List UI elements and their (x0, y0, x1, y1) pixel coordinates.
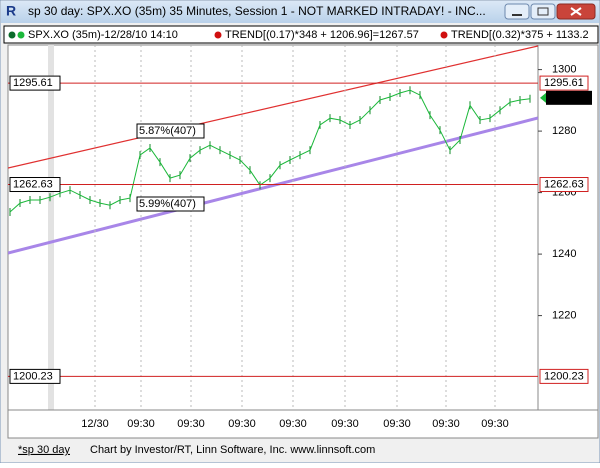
y-tick-label: 1280 (552, 125, 576, 137)
x-tick-label: 09:30 (228, 418, 256, 430)
last-pointer (540, 92, 546, 103)
session-band (48, 45, 54, 410)
app-icon: R (6, 3, 16, 19)
level-tag (539, 75, 589, 91)
level-tag-label: 1200.23 (544, 370, 584, 382)
y-tick-label: 1220 (552, 310, 576, 322)
last-price-label: 1290.82 (549, 92, 589, 104)
legend-bar (3, 25, 599, 44)
window-title: sp 30 day: SPX.XO (35m) 35 Minutes, Sess… (28, 4, 486, 18)
level-box (9, 368, 61, 384)
legend: SPX.XO (35m)-12/28/10 14:10 TREND[(0.17)… (8, 29, 589, 41)
upper-trend-line (8, 45, 538, 169)
status-tab[interactable]: *sp 30 day (18, 444, 70, 456)
level-tag (539, 177, 589, 193)
annotation: 5.99%(407) (139, 198, 196, 210)
title-bar (1, 1, 599, 23)
x-tick-label: 09:30 (279, 418, 307, 430)
x-tick-label: 12/30 (81, 418, 109, 430)
plot-area (7, 44, 539, 411)
maximize-glyph (537, 7, 549, 16)
last-price-tag (546, 90, 592, 105)
legend-icon (440, 31, 448, 39)
level-tag (539, 368, 589, 384)
status-credit: Chart by Investor/RT, Linn Software, Inc… (90, 444, 375, 456)
minimize-button[interactable] (504, 3, 530, 20)
legend-item: TREND[(0.32)*375 + 1133.2 (451, 29, 589, 41)
maximize-button[interactable] (530, 3, 556, 20)
level-label: 1200.23 (13, 370, 53, 382)
lower-trend-line (8, 116, 538, 255)
time-axis (7, 409, 599, 439)
level-label: 1295.61 (13, 77, 53, 89)
price-axis (537, 44, 599, 411)
legend-icon (214, 31, 222, 39)
legend-item: SPX.XO (35m)-12/28/10 14:10 (28, 29, 178, 41)
x-tick-label: 09:30 (481, 418, 509, 430)
x-tick-label: 09:30 (177, 418, 205, 430)
level-box (9, 75, 61, 91)
annotation: 5.87%(407) (139, 125, 196, 137)
trend-lines (8, 45, 538, 255)
y-tick-label: 1300 (552, 64, 576, 76)
level-label: 1262.63 (13, 178, 53, 190)
annotation-box (136, 196, 205, 212)
price-line (9, 89, 531, 213)
legend-icon (8, 31, 16, 39)
x-tick-label: 09:30 (432, 418, 460, 430)
x-tick-label: 09:30 (331, 418, 359, 430)
status-bar (2, 440, 598, 461)
close-glyph (570, 7, 582, 16)
x-tick-label: 09:30 (383, 418, 411, 430)
level-tag-label: 1262.63 (544, 178, 584, 190)
x-tick-label: 09:30 (127, 418, 155, 430)
y-tick-label: 1240 (552, 248, 576, 260)
level-tag-label: 1295.61 (544, 77, 584, 89)
legend-item: TREND[(0.17)*348 + 1206.96]=1267.57 (225, 29, 419, 41)
legend-icon (17, 31, 25, 39)
annotation-box (136, 123, 205, 139)
price-layer (9, 45, 531, 410)
level-box (9, 177, 61, 193)
